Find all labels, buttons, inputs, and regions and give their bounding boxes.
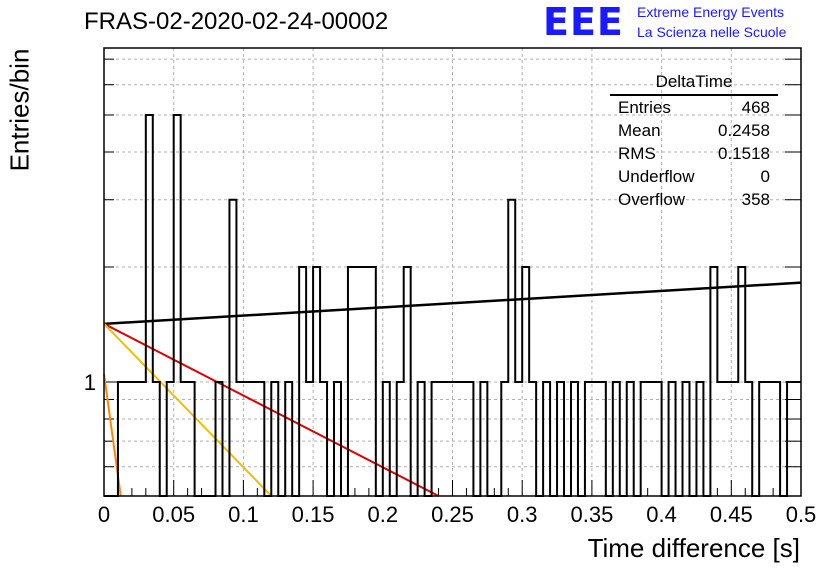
plot-frame (103, 47, 802, 497)
stats-row-mean: Mean 0.2458 (610, 119, 778, 142)
eee-logo: EEE (543, 0, 624, 44)
x-tick-label: 0.05 (152, 502, 195, 527)
stats-label: Mean (618, 121, 661, 140)
x-tick-labels: 0 0.05 0.1 0.15 0.2 0.25 0.3 0.35 0.4 0.45 0.5 (98, 502, 816, 527)
stats-row-underflow: Underflow 0 (610, 165, 778, 188)
stats-value: 0.2458 (718, 121, 770, 140)
x-tick-label: 0.35 (570, 502, 613, 527)
x-tick-label: 0.5 (786, 502, 817, 527)
y-tick-labels: 1 (84, 370, 96, 395)
stats-label: Underflow (618, 167, 695, 186)
stats-value: 468 (741, 98, 770, 117)
x-tick-label: 0.3 (507, 502, 538, 527)
y-axis-label: Entries/bin (4, 48, 35, 172)
stats-label: RMS (618, 144, 656, 163)
stats-value: 358 (741, 190, 770, 209)
y-tick-label: 1 (84, 370, 96, 395)
stats-box: DeltaTime Entries 468 Mean 0.2458 RMS 0.… (610, 72, 778, 211)
stats-value: 0 (760, 167, 770, 186)
histogram-outline (104, 113, 801, 497)
stats-box-title: DeltaTime (610, 72, 778, 96)
x-tick-label: 0.25 (431, 502, 474, 527)
stats-row-rms: RMS 0.1518 (610, 142, 778, 165)
x-tick-label: 0.4 (646, 502, 677, 527)
fit-line (103, 323, 272, 497)
stats-label: Entries (618, 98, 671, 117)
x-tick-label: 0.45 (710, 502, 753, 527)
logo-subtitle-2: La Scienza nelle Scuole (637, 24, 787, 40)
fit-line (103, 281, 802, 326)
x-tick-label: 0 (98, 502, 110, 527)
x-axis-label: Time difference [s] (587, 533, 800, 563)
stats-value: 0.1518 (718, 144, 770, 163)
stats-row-overflow: Overflow 358 (610, 188, 778, 211)
x-tick-label: 0.2 (368, 502, 399, 527)
logo-subtitle-1: Extreme Energy Events (637, 4, 785, 20)
stats-label: Overflow (618, 190, 686, 209)
x-tick-label: 0.15 (292, 502, 335, 527)
x-tick-label: 0.1 (228, 502, 259, 527)
chart-title: FRAS-02-2020-02-24-00002 (84, 8, 389, 35)
stats-row-entries: Entries 468 (610, 96, 778, 119)
